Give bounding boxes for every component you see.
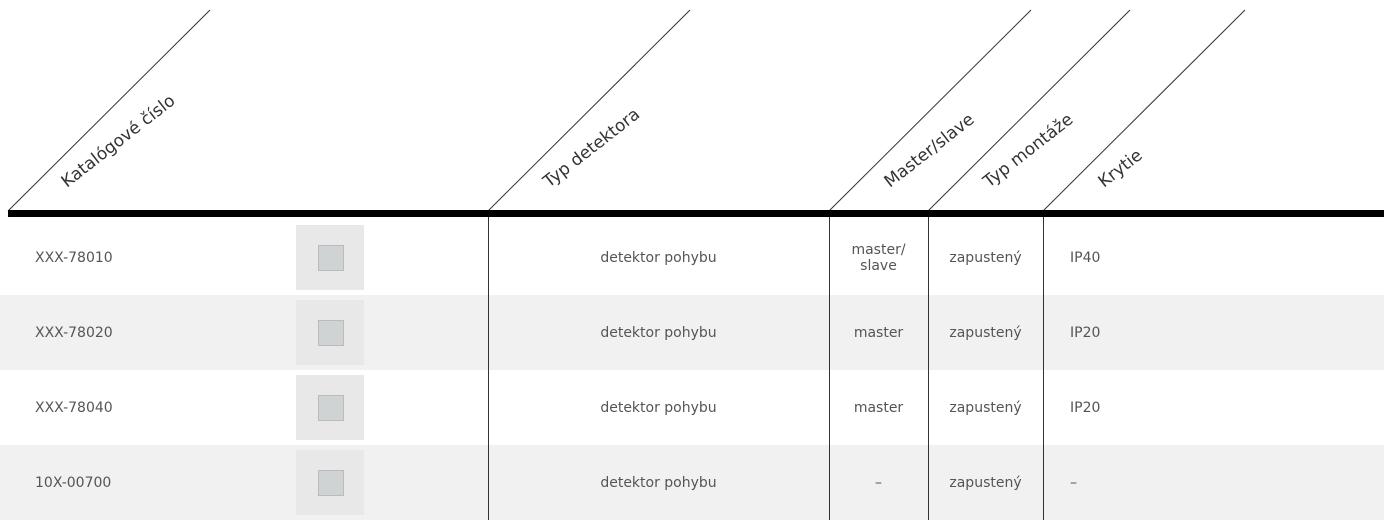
table-cell: XXX-78020 [35,324,113,341]
product-icon [318,320,344,346]
table-cell: master [853,399,904,416]
product-icon [318,470,344,496]
table-row: XXX-78040 detektor pohybu master zapustený I… [0,370,1384,445]
diagonal [487,9,691,212]
table-cell: XXX-78040 [35,399,113,416]
table-cell: detektor pohybu [600,474,717,491]
table-cell: IP20 [1070,399,1101,416]
table-cell: – [875,474,882,491]
table-row: XXX-78010 detektor pohybu master/ slave zap… [0,220,1384,295]
table-cell: IP40 [1070,249,1101,266]
table-cell: XXX-78010 [35,249,113,266]
diagonal [7,9,211,212]
diagonal [927,9,1131,212]
table-cell: master/ slave [851,241,906,274]
table-row: 10X-00700 detektor pohybu – zapustený – [0,445,1384,520]
table-cell: zapustený [949,324,1022,341]
diagonal [828,9,1032,212]
table-row: XXX-78020 detektor pohybu master zapustený I… [0,295,1384,370]
table-cell: 10X-00700 [35,474,112,491]
product-image [296,300,364,365]
table-cell: zapustený [949,399,1022,416]
table-cell: master [853,324,904,341]
header-rule [8,210,1384,217]
table-cell: detektor pohybu [600,249,717,266]
product-image [296,450,364,515]
table-cell: zapustený [949,249,1022,266]
table-cell: detektor pohybu [600,399,717,416]
product-icon [318,395,344,421]
table-cell: IP20 [1070,324,1101,341]
product-icon [318,245,344,271]
table-cell: – [1070,474,1077,491]
product-image [296,375,364,440]
product-image [296,225,364,290]
table-cell: zapustený [949,474,1022,491]
table-cell: detektor pohybu [600,324,717,341]
diagonal [1042,9,1246,212]
